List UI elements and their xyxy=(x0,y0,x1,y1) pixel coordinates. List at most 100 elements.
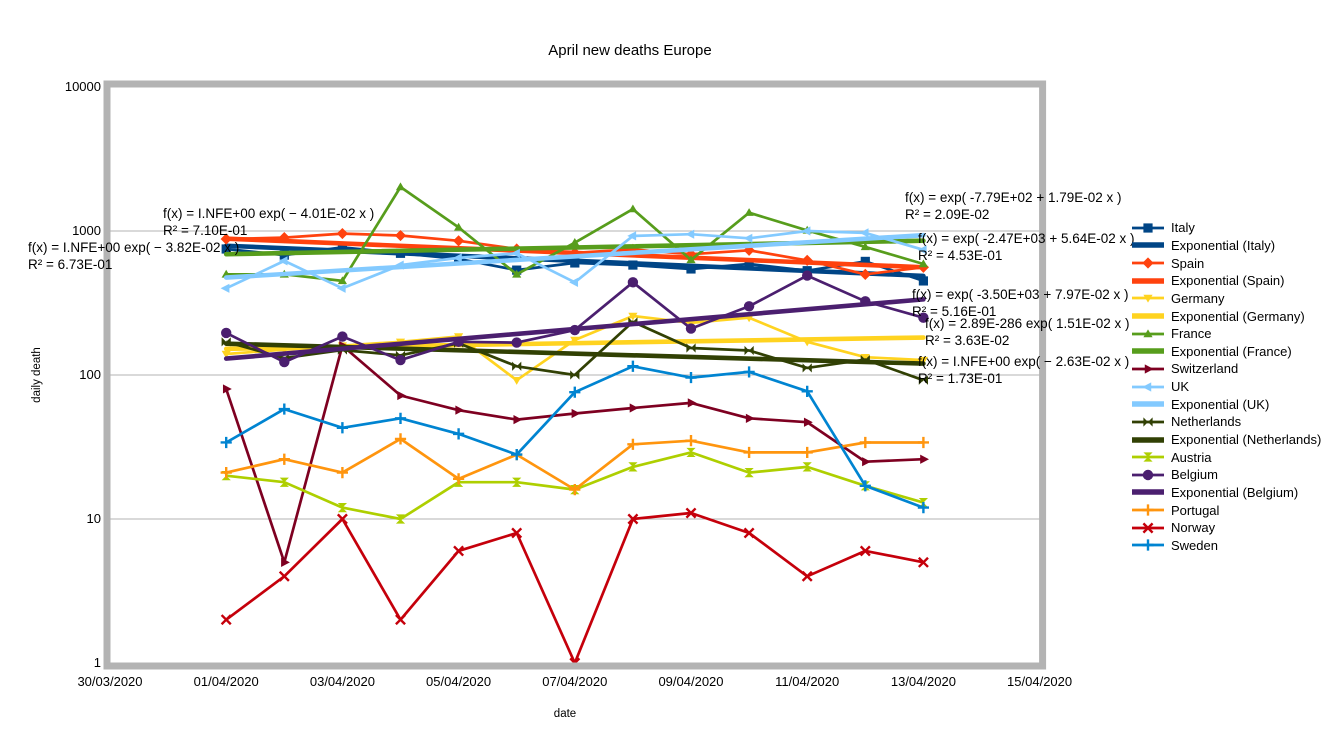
legend-item-norway: Norway xyxy=(1131,519,1321,537)
trend-r2: R² = 6.73E-01 xyxy=(28,257,112,272)
legend-item-portugal: Portugal xyxy=(1131,501,1321,519)
y-tick-label: 1 xyxy=(94,655,101,670)
legend-key-italy xyxy=(1132,223,1164,233)
x-tick-label: 09/04/2020 xyxy=(658,674,723,689)
legend-item-exponential-spain: Exponential (Spain) xyxy=(1131,272,1321,290)
y-tick-label: 1000 xyxy=(72,223,101,238)
trend-r2: R² = 7.10E-01 xyxy=(163,223,247,238)
trend-annotation-1: f(x) = I.NFE+00 exp( − 4.01E-02 x ) R² = … xyxy=(163,206,374,238)
legend-key-spain xyxy=(1132,257,1164,269)
legend-key-belgium xyxy=(1132,469,1164,480)
trend-r2: R² = 5.16E-01 xyxy=(912,304,996,319)
trend-equation: f(x) = exp( -2.47E+03 + 5.64E-02 x ) xyxy=(918,231,1135,246)
legend-key-norway xyxy=(1132,522,1164,534)
legend-key-exponential-netherlands xyxy=(1132,436,1164,443)
legend-key-uk xyxy=(1132,381,1164,392)
legend-label: Belgium xyxy=(1171,467,1218,483)
trend-r2: R² = 3.63E-02 xyxy=(925,333,1009,348)
legend-label: Norway xyxy=(1171,520,1216,536)
legend-label: Italy xyxy=(1171,220,1195,236)
series-exponential-spain xyxy=(223,236,926,270)
x-tick-label: 03/04/2020 xyxy=(310,674,375,689)
legend-key-exponential-belgium xyxy=(1132,489,1164,496)
trend-r2: R² = 4.53E-01 xyxy=(918,248,1002,263)
legend-item-exponential-italy: Exponential (Italy) xyxy=(1131,237,1321,255)
legend-label: Austria xyxy=(1171,449,1212,465)
legend-key-exponential-uk xyxy=(1132,401,1164,407)
x-tick-label: 05/04/2020 xyxy=(426,674,491,689)
series-portugal xyxy=(220,433,929,496)
legend-key-switzerland xyxy=(1132,364,1164,374)
trend-r2: R² = 1.73E-01 xyxy=(918,371,1002,386)
legend-item-exponential-netherlands: Exponential (Netherlands) xyxy=(1131,431,1321,449)
legend-label: Exponential (France) xyxy=(1171,343,1292,359)
legend-label: Sweden xyxy=(1171,537,1218,553)
legend-key-sweden xyxy=(1132,539,1164,551)
legend-label: Germany xyxy=(1171,290,1225,306)
y-axis-title: daily death xyxy=(31,347,43,403)
x-tick-label: 01/04/2020 xyxy=(194,674,259,689)
series-exponential-belgium xyxy=(223,297,926,361)
trend-annotation-6: f(x) = 2.89E-286 exp( 1.51E-02 x ) R² = 3… xyxy=(925,316,1129,348)
legend-label: France xyxy=(1171,326,1212,342)
x-tick-label: 11/04/2020 xyxy=(775,674,839,689)
legend-key-exponential-italy xyxy=(1132,242,1164,249)
legend-item-sweden: Sweden xyxy=(1131,537,1321,555)
legend-label: UK xyxy=(1171,379,1190,395)
trend-annotation-5: f(x) = exp( -3.50E+03 + 7.97E-02 x ) R² =… xyxy=(912,287,1129,319)
trend-equation: f(x) = I.NFE+00 exp( − 3.82E-02 x ) xyxy=(28,240,239,255)
trend-equation: f(x) = exp( -7.79E+02 + 1.79E-02 x ) xyxy=(905,190,1122,205)
legend-item-germany: Germany xyxy=(1131,290,1321,308)
x-tick-label: 13/04/2020 xyxy=(891,674,956,689)
legend-label: Portugal xyxy=(1171,502,1220,518)
legend-item-exponential-france: Exponential (France) xyxy=(1131,342,1321,360)
trend-annotation-2: f(x) = I.NFE+00 exp( − 3.82E-02 x ) R² = … xyxy=(28,240,239,272)
legend-item-exponential-uk: Exponential (UK) xyxy=(1131,395,1321,413)
trend-annotation-4: f(x) = exp( -2.47E+03 + 5.64E-02 x ) R² =… xyxy=(918,231,1135,263)
y-tick-label: 100 xyxy=(79,367,101,382)
legend: Italy Exponential (Italy) Spain Exponential… xyxy=(1131,219,1321,554)
legend-label: Exponential (Belgium) xyxy=(1171,484,1299,500)
x-tick-label: 30/03/2020 xyxy=(77,674,142,689)
x-axis-title: date xyxy=(554,708,576,720)
legend-key-exponential-germany xyxy=(1132,313,1164,319)
legend-key-germany xyxy=(1132,295,1164,303)
trend-r2: R² = 2.09E-02 xyxy=(905,207,989,222)
legend-item-switzerland: Switzerland xyxy=(1131,360,1321,378)
legend-label: Netherlands xyxy=(1171,414,1242,430)
series-exponential-uk xyxy=(223,232,926,280)
legend-item-austria: Austria xyxy=(1131,448,1321,466)
legend-item-exponential-belgium: Exponential (Belgium) xyxy=(1131,484,1321,502)
legend-key-exponential-france xyxy=(1132,348,1164,355)
legend-item-uk: UK xyxy=(1131,378,1321,396)
plot-frame xyxy=(103,80,1047,670)
trend-annotation-3: f(x) = exp( -7.79E+02 + 1.79E-02 x ) R² =… xyxy=(905,190,1122,222)
legend-item-exponential-germany: Exponential (Germany) xyxy=(1131,307,1321,325)
trend-equation: f(x) = I.NFE+00 exp( − 2.63E-02 x ) xyxy=(918,354,1129,369)
legend-label: Spain xyxy=(1171,255,1205,271)
series-sweden xyxy=(220,360,929,514)
legend-item-france: France xyxy=(1131,325,1321,343)
chart-title: April new deaths Europe xyxy=(548,42,712,59)
legend-label: Exponential (Spain) xyxy=(1171,273,1285,289)
legend-label: Exponential (Italy) xyxy=(1171,237,1276,253)
legend-key-netherlands xyxy=(1132,417,1164,427)
legend-key-france xyxy=(1132,329,1164,337)
y-tick-label: 10 xyxy=(87,511,101,526)
trend-equation: f(x) = I.NFE+00 exp( − 4.01E-02 x ) xyxy=(163,206,374,221)
legend-item-netherlands: Netherlands xyxy=(1131,413,1321,431)
legend-label: Switzerland xyxy=(1171,361,1239,377)
legend-item-spain: Spain xyxy=(1131,254,1321,272)
trend-annotation-7: f(x) = I.NFE+00 exp( − 2.63E-02 x ) R² = … xyxy=(918,354,1129,386)
x-tick-label: 07/04/2020 xyxy=(542,674,607,689)
legend-key-portugal xyxy=(1132,504,1164,516)
legend-key-austria xyxy=(1132,452,1164,462)
trend-equation: f(x) = exp( -3.50E+03 + 7.97E-02 x ) xyxy=(912,287,1129,302)
y-tick-label: 10000 xyxy=(65,79,101,94)
legend-label: Exponential (Netherlands) xyxy=(1171,432,1322,447)
legend-key-exponential-spain xyxy=(1132,277,1164,284)
trend-equation: f(x) = 2.89E-286 exp( 1.51E-02 x ) xyxy=(925,316,1129,331)
legend-label: Exponential (UK) xyxy=(1171,396,1270,412)
